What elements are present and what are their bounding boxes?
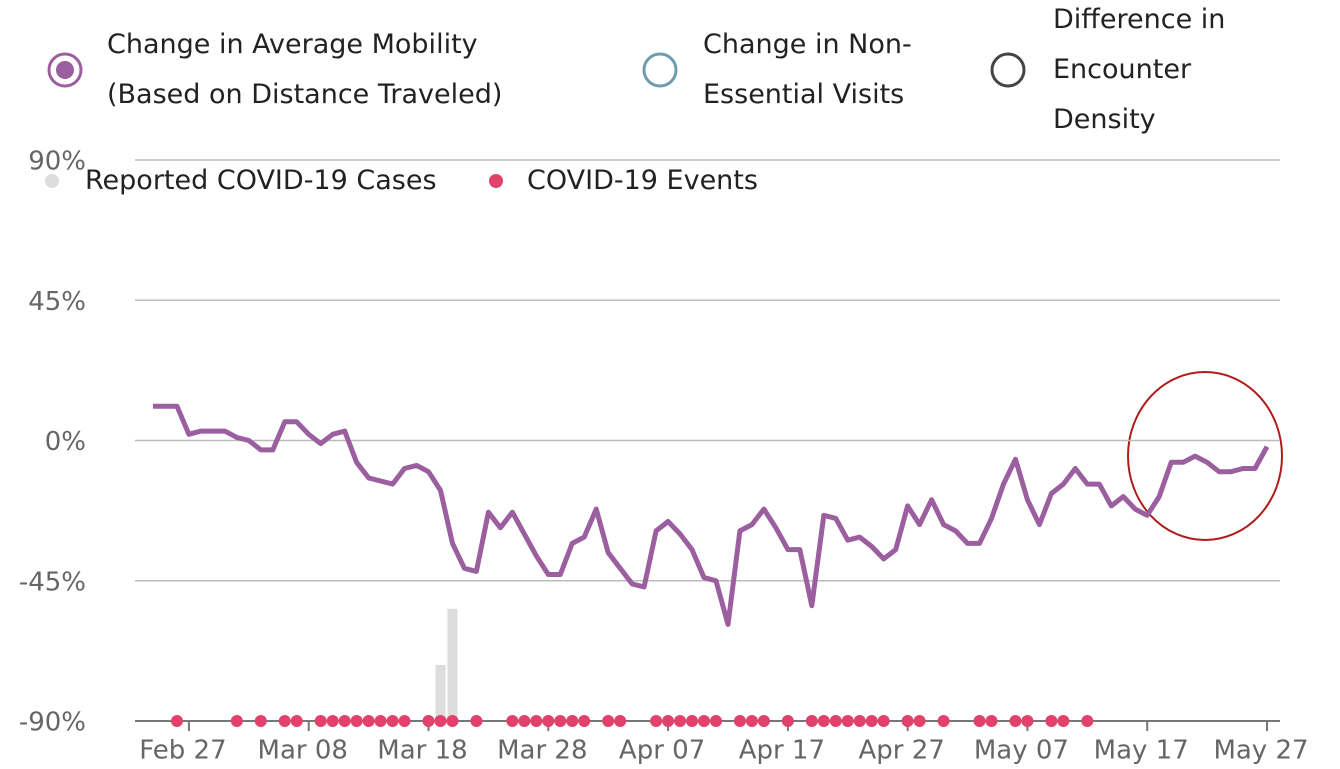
event-dot: [973, 715, 986, 727]
event-dot: [805, 715, 818, 727]
event-dot: [278, 715, 291, 727]
event-dot: [662, 715, 675, 727]
event-dot: [781, 715, 794, 727]
y-tick-label: -90%: [19, 708, 86, 738]
event-dot: [1045, 715, 1058, 727]
x-tick-label: Apr 17: [739, 736, 825, 766]
x-tick-label: Mar 18: [377, 736, 467, 766]
y-tick-label: 45%: [28, 287, 86, 317]
event-dot: [542, 715, 555, 727]
legend-label[interactable]: COVID-19 Events: [527, 165, 758, 196]
event-dot: [290, 715, 303, 727]
y-tick-label: 0%: [45, 427, 86, 457]
event-dot: [853, 715, 866, 727]
event-dot: [386, 715, 399, 727]
event-dot: [1057, 715, 1070, 727]
event-dot: [865, 715, 878, 727]
event-dot: [398, 715, 411, 727]
event-dot: [614, 715, 627, 727]
event-dot: [698, 715, 711, 727]
event-dot: [422, 715, 435, 727]
legend-swatch[interactable]: [990, 52, 1026, 88]
event-dot: [1009, 715, 1022, 727]
event-dot: [650, 715, 663, 727]
legend-label[interactable]: Change in Non-Essential Visits: [703, 29, 912, 110]
event-dot: [709, 715, 722, 727]
event-dot: [170, 715, 183, 727]
x-tick-label: Mar 08: [258, 736, 348, 766]
event-dot: [913, 715, 926, 727]
legend-swatch-dot: [56, 61, 74, 79]
event-dot: [1021, 715, 1034, 727]
event-dot: [602, 715, 615, 727]
event-dot: [686, 715, 699, 727]
legend-swatch[interactable]: [642, 52, 678, 88]
event-dot: [937, 715, 950, 727]
legend-swatch[interactable]: [45, 174, 59, 188]
event-dot: [434, 715, 447, 727]
event-dot: [757, 715, 770, 727]
event-dot: [578, 715, 591, 727]
x-tick-label: May 27: [1213, 736, 1308, 766]
event-dot: [506, 715, 519, 727]
legend-swatch[interactable]: [489, 174, 503, 188]
event-dot: [733, 715, 746, 727]
case-bar: [435, 664, 446, 721]
legend-label[interactable]: Difference in Encounter Density: [1053, 4, 1226, 135]
event-dot: [350, 715, 363, 727]
event-dot: [566, 715, 579, 727]
event-dot: [745, 715, 758, 727]
x-tick-label: Feb 27: [139, 736, 226, 766]
event-dot: [901, 715, 914, 727]
event-dot: [518, 715, 531, 727]
event-dot: [374, 715, 387, 727]
event-dot: [326, 715, 339, 727]
mobility-line: [153, 403, 1270, 627]
case-bar: [447, 608, 458, 721]
event-dot: [338, 715, 351, 727]
legend-label[interactable]: Reported COVID-19 Cases: [85, 165, 437, 196]
x-tick-label: May 07: [974, 736, 1069, 766]
event-dot: [841, 715, 854, 727]
legend-swatches: [45, 52, 1026, 188]
event-dot: [530, 715, 543, 727]
event-dot: [985, 715, 998, 727]
event-dot: [470, 715, 483, 727]
legend-swatch[interactable]: [47, 52, 83, 88]
legend-label[interactable]: Change in Average Mobility (Based on Dis…: [107, 29, 503, 110]
event-dot: [230, 715, 243, 727]
y-tick-label: 90%: [28, 147, 86, 177]
x-tick-label: Mar 28: [497, 736, 587, 766]
x-tick-label: May 17: [1094, 736, 1189, 766]
event-dot: [1081, 715, 1094, 727]
y-tick-label: -45%: [19, 567, 86, 597]
event-dot: [829, 715, 842, 727]
event-dot: [554, 715, 567, 727]
event-dot: [674, 715, 687, 727]
event-dot: [254, 715, 267, 727]
event-dot: [446, 715, 459, 727]
event-dot: [314, 715, 327, 727]
event-dot: [817, 715, 830, 727]
x-tick-label: Apr 27: [858, 736, 944, 766]
event-dot: [362, 715, 375, 727]
highlight-circle: [1127, 371, 1283, 541]
event-dot: [877, 715, 890, 727]
x-tick-label: Apr 07: [619, 736, 705, 766]
